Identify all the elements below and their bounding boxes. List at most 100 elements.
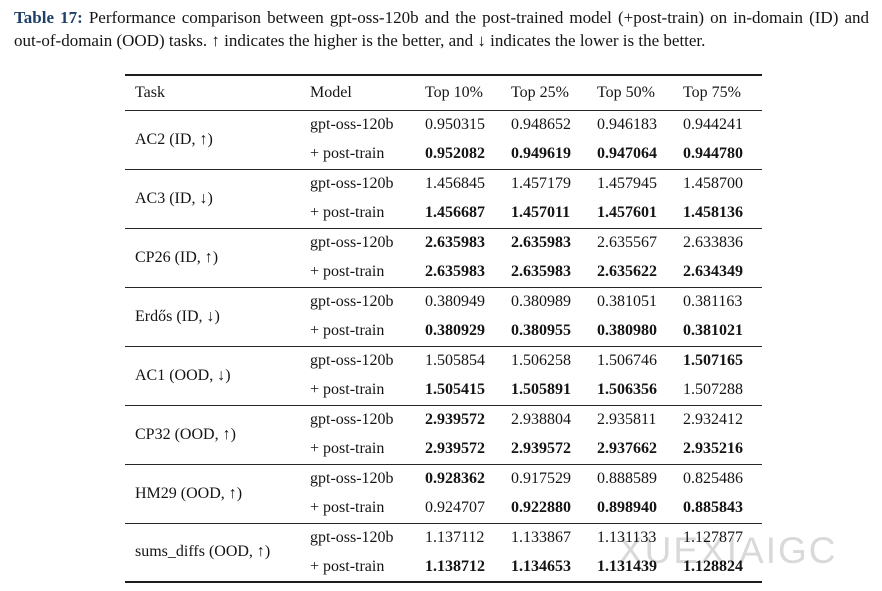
value-cell: 0.948652 (511, 116, 571, 133)
table-row: CP32 (OOD, ↑) gpt-oss-120b 2.939572 2.93… (125, 405, 762, 443)
value-cell: 1.131439 (597, 557, 657, 575)
value-cell: 0.949619 (511, 145, 571, 162)
table-row: + post-train 2.939572 2.939572 2.937662 … (125, 435, 762, 465)
value-cell: 1.457601 (597, 204, 657, 221)
table-row: + post-train 1.505415 1.505891 1.506356 … (125, 376, 762, 406)
task-group-cp32: CP32 (OOD, ↑) gpt-oss-120b 2.939572 2.93… (125, 405, 762, 464)
value-cell: 2.939572 (425, 411, 485, 428)
table-row: + post-train 2.635983 2.635983 2.635622 … (125, 258, 762, 288)
value-cell: 1.457179 (511, 175, 571, 192)
value-cell: 0.952082 (425, 145, 485, 162)
task-cell: sums_diffs (OOD, ↑) (135, 543, 271, 561)
value-cell: 0.888589 (597, 470, 657, 487)
model-cell: + post-train (310, 322, 385, 339)
task-group-sums-diffs: sums_diffs (OOD, ↑) gpt-oss-120b 1.13711… (125, 523, 762, 582)
value-cell: 0.825486 (683, 470, 743, 487)
value-cell: 0.917529 (511, 470, 571, 487)
column-header-top50: Top 50% (588, 75, 674, 111)
column-header-model: Model (301, 75, 416, 111)
model-cell: gpt-oss-120b (310, 234, 394, 251)
model-cell: gpt-oss-120b (310, 116, 394, 133)
table-row: CP26 (ID, ↑) gpt-oss-120b 2.635983 2.635… (125, 228, 762, 266)
model-cell: + post-train (310, 499, 385, 516)
value-cell: 0.380980 (597, 322, 657, 339)
value-cell: 2.633836 (683, 234, 743, 251)
table-caption: Table 17: Performance comparison between… (0, 0, 882, 52)
value-cell: 2.939572 (425, 440, 485, 457)
value-cell: 0.380949 (425, 293, 485, 310)
table-row: AC1 (OOD, ↓) gpt-oss-120b 1.505854 1.506… (125, 346, 762, 384)
value-cell: 2.635983 (425, 234, 485, 251)
table-row: + post-train 1.456687 1.457011 1.457601 … (125, 199, 762, 229)
task-group-ac2: AC2 (ID, ↑) gpt-oss-120b 0.950315 0.9486… (125, 110, 762, 169)
model-cell: + post-train (310, 263, 385, 280)
caption-text: Performance comparison between gpt-oss-1… (14, 8, 869, 50)
value-cell: 1.134653 (511, 557, 571, 575)
value-cell: 0.381021 (683, 322, 743, 339)
task-group-ac3: AC3 (ID, ↓) gpt-oss-120b 1.456845 1.4571… (125, 169, 762, 228)
value-cell: 0.380929 (425, 322, 485, 339)
table-row: + post-train 1.138712 1.134653 1.131439 … (125, 553, 762, 583)
model-cell: gpt-oss-120b (310, 529, 394, 546)
value-cell: 0.928362 (425, 470, 485, 487)
task-group-erdos: Erdős (ID, ↓) gpt-oss-120b 0.380949 0.38… (125, 287, 762, 346)
model-cell: gpt-oss-120b (310, 470, 394, 487)
value-cell: 1.506746 (597, 352, 657, 369)
value-cell: 0.381051 (597, 293, 657, 310)
value-cell: 2.938804 (511, 411, 571, 428)
value-cell: 1.506258 (511, 352, 571, 369)
value-cell: 0.922880 (511, 499, 571, 516)
value-cell: 1.128824 (683, 557, 743, 575)
model-cell: + post-train (310, 145, 385, 162)
value-cell: 2.939572 (511, 440, 571, 457)
value-cell: 2.935216 (683, 440, 743, 457)
value-cell: 1.137112 (425, 529, 485, 546)
task-group-cp26: CP26 (ID, ↑) gpt-oss-120b 2.635983 2.635… (125, 228, 762, 287)
value-cell: 1.506356 (597, 381, 657, 398)
results-table-container: Task Model Top 10% Top 25% Top 50% Top 7… (125, 74, 762, 583)
table-row: AC3 (ID, ↓) gpt-oss-120b 1.456845 1.4571… (125, 169, 762, 207)
model-cell: + post-train (310, 557, 385, 575)
column-header-task: Task (125, 75, 301, 111)
value-cell: 2.635983 (511, 263, 571, 280)
task-group-hm29: HM29 (OOD, ↑) gpt-oss-120b 0.928362 0.91… (125, 464, 762, 523)
model-cell: + post-train (310, 440, 385, 457)
task-cell: CP32 (OOD, ↑) (135, 425, 236, 443)
value-cell: 1.458136 (683, 204, 743, 221)
value-cell: 2.634349 (683, 263, 743, 280)
value-cell: 2.937662 (597, 440, 657, 457)
task-cell: Erdős (ID, ↓) (135, 307, 220, 325)
task-cell: HM29 (OOD, ↑) (135, 484, 243, 502)
caption-label: Table 17: (14, 8, 83, 27)
value-cell: 0.380989 (511, 293, 571, 310)
table-row: + post-train 0.952082 0.949619 0.947064 … (125, 140, 762, 170)
value-cell: 0.381163 (683, 293, 743, 310)
value-cell: 1.138712 (425, 557, 485, 575)
value-cell: 1.458700 (683, 175, 743, 192)
column-header-top75: Top 75% (674, 75, 762, 111)
table-row: + post-train 0.380929 0.380955 0.380980 … (125, 317, 762, 347)
table-row: AC2 (ID, ↑) gpt-oss-120b 0.950315 0.9486… (125, 110, 762, 148)
task-cell: CP26 (ID, ↑) (135, 248, 219, 266)
value-cell: 1.456845 (425, 175, 485, 192)
value-cell: 1.507165 (683, 352, 743, 369)
value-cell: 1.505891 (511, 381, 571, 398)
column-header-top25: Top 25% (502, 75, 588, 111)
value-cell: 0.950315 (425, 116, 485, 133)
model-cell: + post-train (310, 381, 385, 398)
value-cell: 0.380955 (511, 322, 571, 339)
value-cell: 1.127877 (683, 529, 743, 546)
table-row: sums_diffs (OOD, ↑) gpt-oss-120b 1.13711… (125, 523, 762, 560)
value-cell: 0.944780 (683, 145, 743, 162)
value-cell: 1.505854 (425, 352, 485, 369)
task-cell: AC1 (OOD, ↓) (135, 366, 231, 384)
model-cell: gpt-oss-120b (310, 175, 394, 192)
column-header-top10: Top 10% (416, 75, 502, 111)
value-cell: 2.635622 (597, 263, 657, 280)
value-cell: 2.935811 (597, 411, 657, 428)
table-row: + post-train 0.924707 0.922880 0.898940 … (125, 494, 762, 524)
model-cell: gpt-oss-120b (310, 352, 394, 369)
value-cell: 0.898940 (597, 499, 657, 516)
value-cell: 1.505415 (425, 381, 485, 398)
value-cell: 1.133867 (511, 529, 571, 546)
